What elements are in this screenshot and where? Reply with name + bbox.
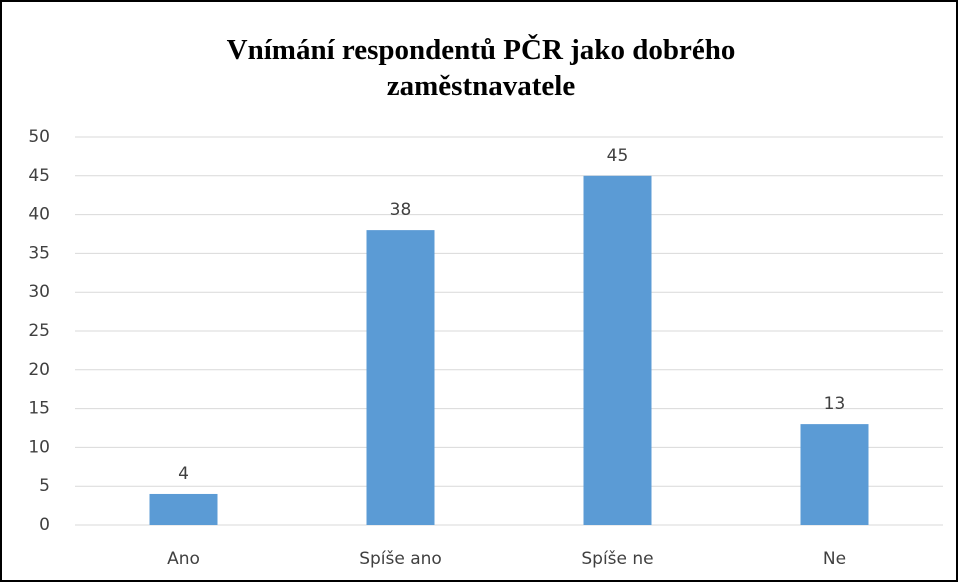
x-tick-label: Ne — [823, 549, 846, 569]
y-tick-label: 15 — [28, 399, 50, 419]
y-tick-label: 40 — [28, 205, 50, 225]
bar — [800, 424, 869, 525]
y-tick-label: 50 — [28, 127, 50, 147]
y-tick-label: 20 — [28, 360, 50, 380]
data-label: 4 — [178, 464, 189, 484]
bar — [149, 493, 218, 525]
chart-title: Vnímání respondentů PČR jako dobrého zam… — [226, 34, 736, 102]
bar — [583, 175, 652, 526]
x-tick-label: Spíše ano — [359, 549, 442, 569]
y-tick-label: 25 — [28, 321, 50, 341]
x-tick-label: Spíše ne — [581, 549, 653, 569]
data-label: 45 — [607, 146, 629, 166]
y-tick-label: 45 — [28, 166, 50, 186]
data-label: 13 — [824, 394, 846, 414]
bar — [366, 230, 435, 525]
y-tick-label: 0 — [39, 515, 50, 535]
y-tick-label: 35 — [28, 243, 50, 263]
y-tick-label: 10 — [28, 437, 50, 457]
data-label: 38 — [390, 200, 412, 220]
y-tick-label: 30 — [28, 282, 50, 302]
y-tick-label: 5 — [39, 476, 50, 496]
x-tick-label: Ano — [167, 549, 200, 569]
